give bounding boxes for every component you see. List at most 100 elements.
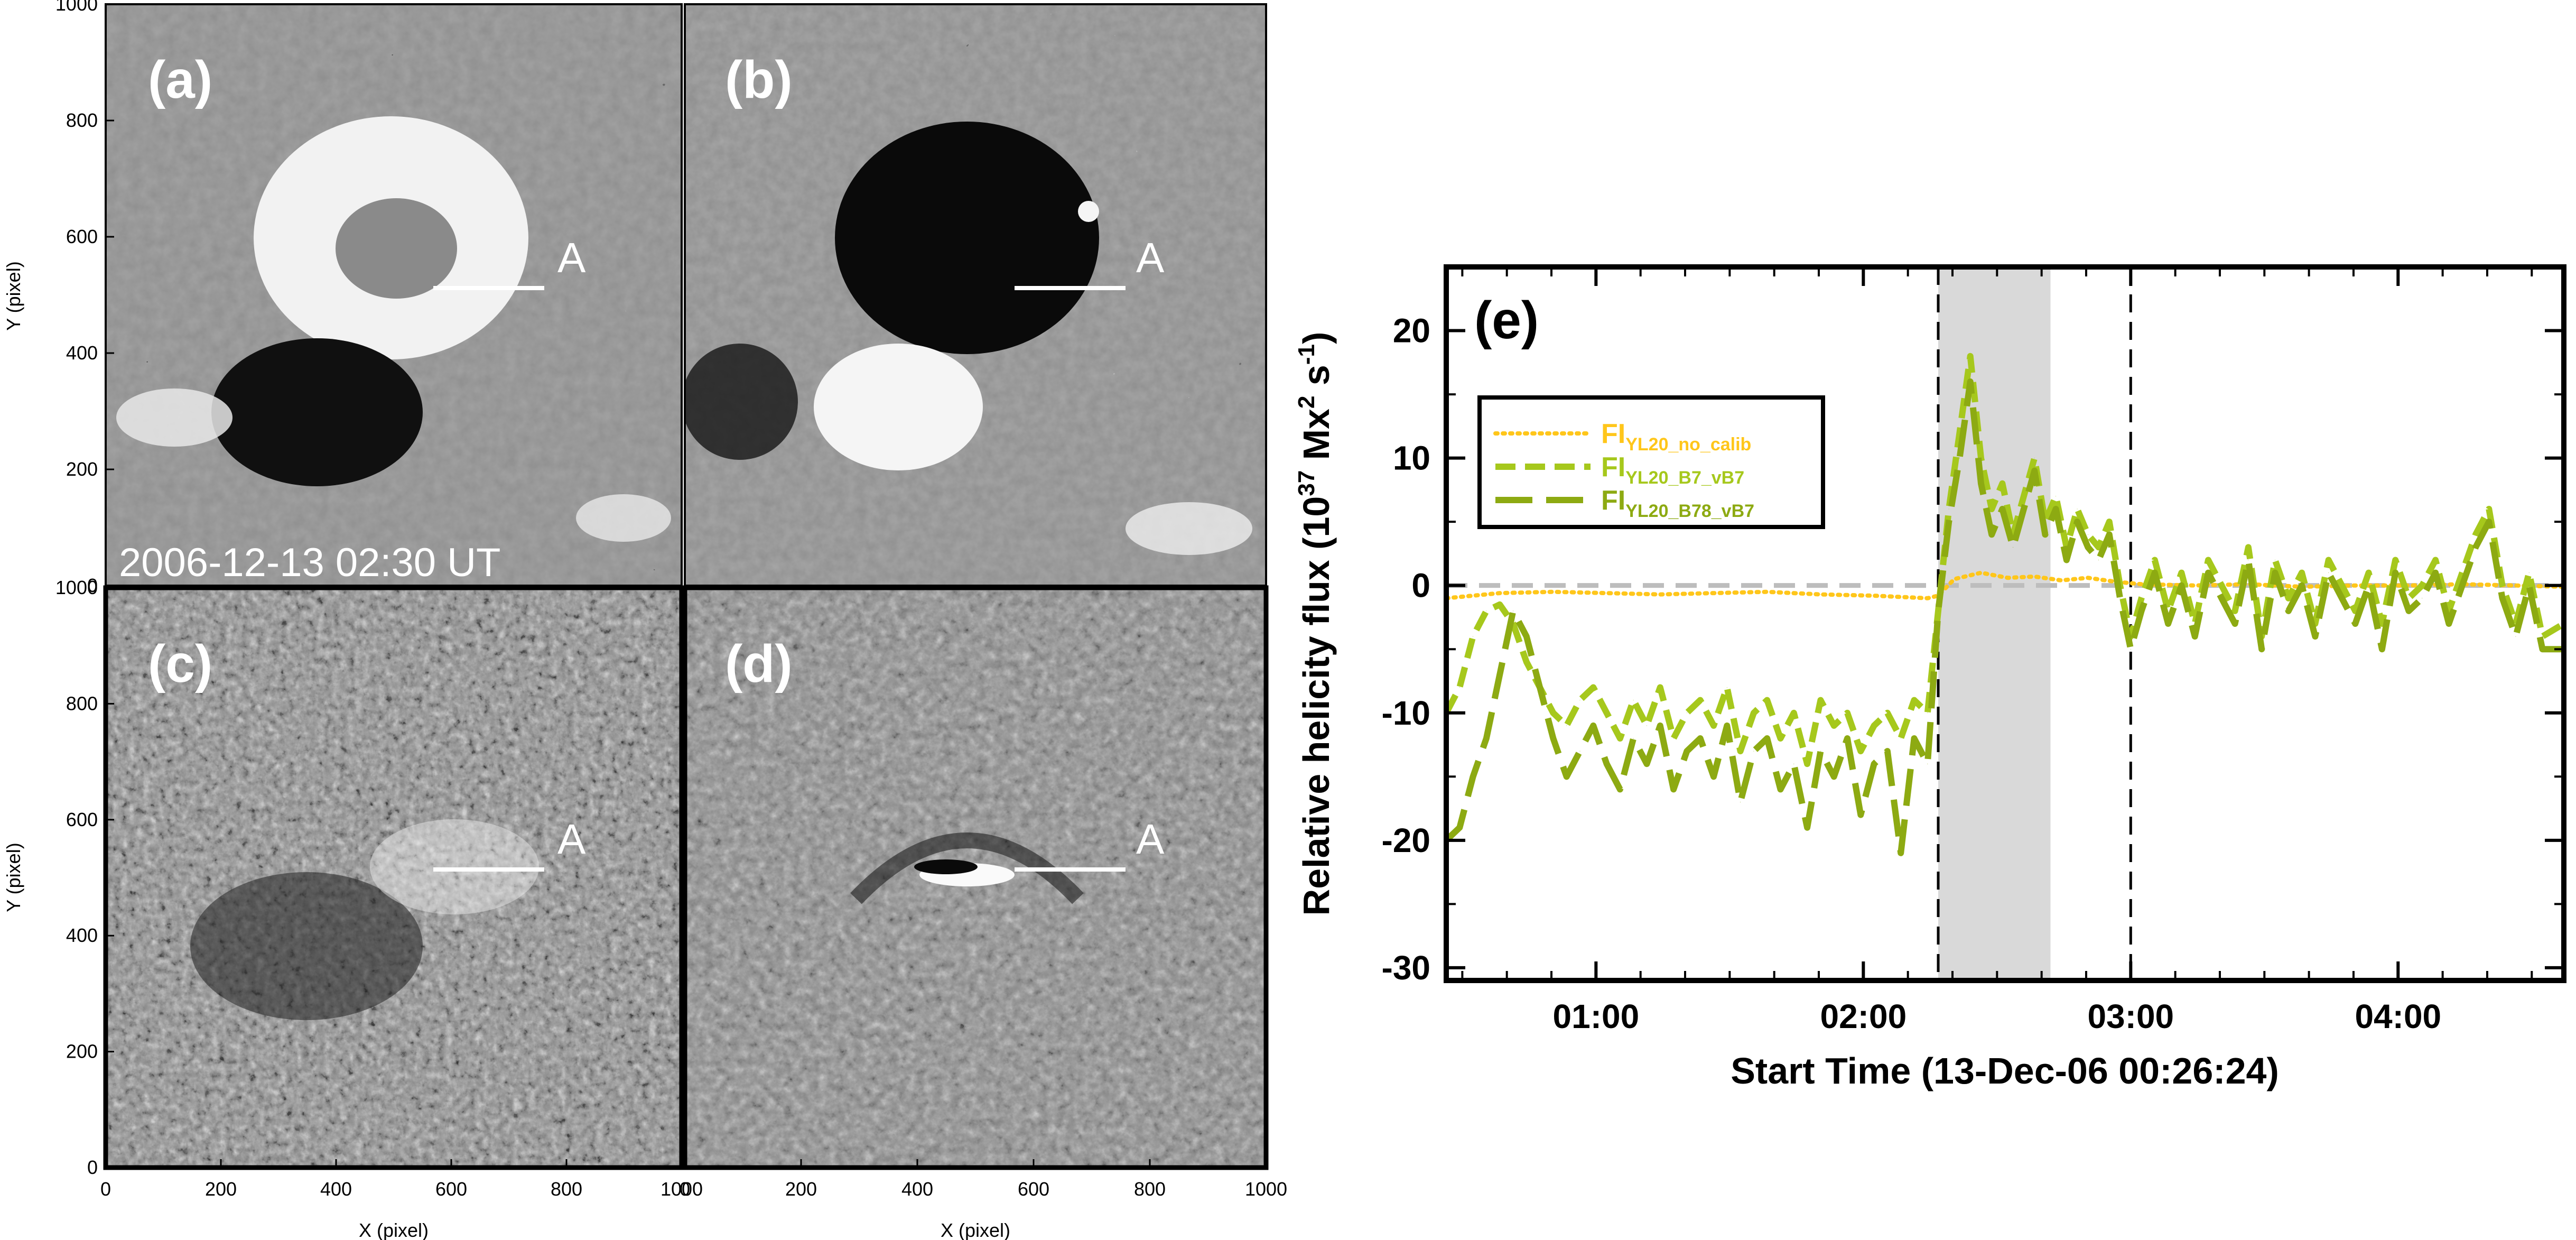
series-3-point bbox=[2328, 572, 2329, 573]
panel-a-plage-white bbox=[116, 388, 233, 447]
series-3-point bbox=[2435, 572, 2436, 573]
panel-b-label: (b) bbox=[725, 50, 793, 109]
legend-box bbox=[1477, 395, 1825, 529]
series-1-point bbox=[1606, 593, 1607, 594]
series-3-point bbox=[1459, 827, 1460, 828]
chart-e-ylabel: Relative helicity flux (1037 Mx2 s-1) bbox=[1294, 332, 1337, 916]
chart-e-ytick-label: 0 bbox=[1411, 567, 1430, 605]
series-1-point bbox=[1820, 594, 1821, 595]
series-3-point bbox=[2194, 636, 2196, 637]
chart-e-ytick-label: -20 bbox=[1382, 821, 1431, 859]
chart-e-ytick-label: 10 bbox=[1393, 439, 1430, 477]
panel-c-label: (c) bbox=[148, 634, 212, 693]
series-2-point bbox=[1566, 725, 1567, 726]
panel-b-neg-plage bbox=[685, 344, 798, 460]
series-2-point bbox=[1753, 712, 1754, 714]
xtick-label: 0 bbox=[100, 1178, 111, 1200]
series-2-point bbox=[1606, 712, 1607, 714]
series-1-point bbox=[2515, 585, 2516, 586]
legend-entries: FIYL20_no_calibFIYL20_B7_vB7FIYL20_B78_v… bbox=[1493, 419, 1754, 521]
series-line-3 bbox=[1446, 378, 2564, 856]
series-3-point bbox=[1566, 776, 1567, 777]
series-3-point bbox=[2154, 572, 2155, 573]
panel-a-plage-white-2 bbox=[576, 494, 671, 542]
xtick-label: 200 bbox=[785, 1178, 817, 1200]
panel-a-label: (a) bbox=[148, 50, 212, 109]
series-3-point bbox=[1980, 483, 1982, 484]
ylabel-part-a: Relative helicity flux (10 bbox=[1296, 496, 1337, 916]
panel-b-pos-plage bbox=[1126, 502, 1252, 555]
series-3-point bbox=[2408, 610, 2409, 612]
series-3-point bbox=[1938, 610, 1939, 612]
series-1-point bbox=[2355, 585, 2356, 586]
series-2-point bbox=[1959, 432, 1960, 433]
series-1-point bbox=[2141, 584, 2142, 585]
series-2-point bbox=[1927, 712, 1928, 714]
panel-b-sunspot-penumbra bbox=[835, 122, 1099, 354]
ytick-label: 600 bbox=[66, 226, 98, 247]
series-3-point bbox=[2395, 572, 2396, 573]
chart-e-frame bbox=[1444, 264, 2566, 983]
panel-d-label: (d) bbox=[725, 634, 793, 693]
ytick-label: 0 bbox=[87, 1156, 98, 1178]
ytick-label: 800 bbox=[66, 109, 98, 131]
panel-a: A (a) 2006-12-13 02:30 UT bbox=[105, 3, 683, 587]
legend-main: FI bbox=[1601, 485, 1625, 516]
series-3-point bbox=[1766, 738, 1768, 739]
series-2-point bbox=[2355, 610, 2356, 612]
panel-c-marker: A bbox=[557, 816, 586, 863]
series-2-point bbox=[2002, 483, 2003, 484]
chart-e-ticks-layer: -30 -20 -10 0 10 20 01:00 02:00 03:00 04:00 bbox=[1382, 266, 2564, 1035]
series-line-2 bbox=[1446, 353, 2564, 767]
legend-main: FI bbox=[1601, 419, 1625, 449]
panel-b-small-spot bbox=[1078, 201, 1099, 222]
series-3-point bbox=[1780, 789, 1781, 790]
legend-sub: YL20_no_calib bbox=[1625, 434, 1751, 455]
series-1-point bbox=[2408, 585, 2409, 586]
chart-e-ytick-label: 20 bbox=[1393, 312, 1430, 350]
series-2-point bbox=[1780, 738, 1781, 739]
ytick-label: 0 bbox=[87, 575, 98, 596]
panel-c: A (c) bbox=[103, 585, 684, 1170]
chart-e-lines-layer bbox=[1446, 267, 2564, 980]
ylabel-part-g: ) bbox=[1296, 332, 1337, 344]
series-1-point bbox=[2034, 576, 2035, 577]
ytick-label: 800 bbox=[66, 692, 98, 714]
series-1-point bbox=[1766, 591, 1768, 593]
xtick-label: 600 bbox=[1018, 1178, 1049, 1200]
xtick-label: 200 bbox=[205, 1178, 237, 1200]
panel-b: A (b) bbox=[684, 3, 1267, 587]
ylabel-part-d: 2 bbox=[1294, 396, 1319, 409]
ytick-label: 600 bbox=[66, 809, 98, 830]
ylabel-part-c: Mx bbox=[1296, 409, 1337, 470]
panel-d-dark-feature bbox=[914, 859, 978, 874]
legend-sub: YL20_B78_vB7 bbox=[1625, 501, 1754, 521]
series-3-point bbox=[2288, 610, 2289, 612]
series-1-point bbox=[1980, 572, 1982, 573]
chart-e-xtick-label: 01:00 bbox=[1553, 997, 1640, 1035]
ytick-label: 400 bbox=[66, 342, 98, 364]
ylabel-top: Y (pixel) bbox=[3, 261, 24, 330]
chart-e-xtick-label: 03:00 bbox=[2087, 997, 2174, 1035]
panel-b-marker: A bbox=[1136, 234, 1165, 281]
xtick-label: 1000 bbox=[661, 1178, 703, 1200]
xtick-label: 0 bbox=[680, 1178, 690, 1200]
panel-c-bright-region bbox=[370, 819, 539, 914]
series-2-point bbox=[1793, 712, 1794, 714]
ylabel-part-b: 37 bbox=[1294, 470, 1319, 496]
xtick-label: 400 bbox=[320, 1178, 352, 1200]
legend-main: FI bbox=[1601, 452, 1625, 483]
series-3-point bbox=[1753, 751, 1754, 752]
series-3-point bbox=[1633, 738, 1634, 739]
series-3-point bbox=[2542, 649, 2543, 650]
series-2-point bbox=[1673, 738, 1674, 739]
panel-a-negative-spot bbox=[211, 338, 423, 486]
ylabel-part-e: s bbox=[1296, 365, 1337, 395]
ylabel-part-f: -1 bbox=[1294, 344, 1319, 365]
chart-e-legend: FIYL20_no_calibFIYL20_B7_vB7FIYL20_B78_v… bbox=[1477, 395, 1825, 529]
shaded-interval bbox=[1938, 267, 2051, 980]
series-3-point bbox=[2515, 636, 2516, 637]
ytick-label: 400 bbox=[66, 924, 98, 946]
